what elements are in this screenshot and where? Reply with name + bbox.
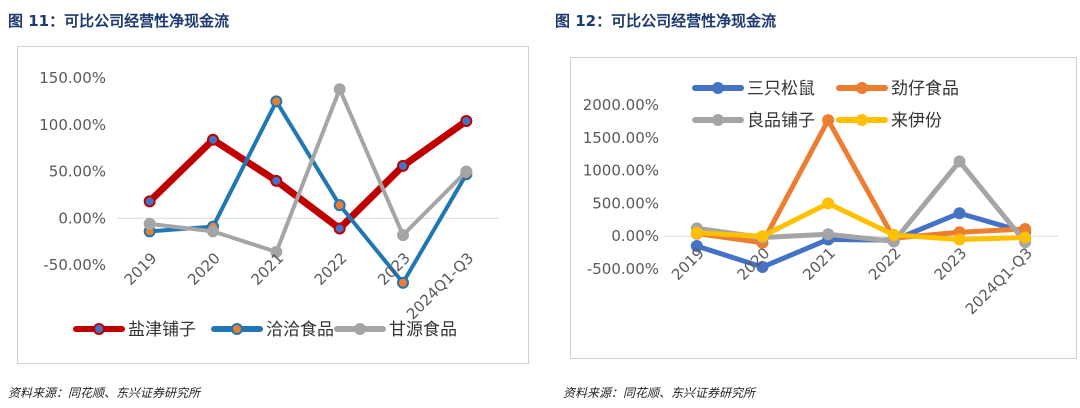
series-4-point-2020 [758,231,768,241]
legend-label: 洽洽食品 [266,320,334,340]
series-3-point-2022 [335,84,345,94]
legend-item-4: 来伊份 [839,111,942,131]
legend-marker [94,324,104,334]
x-tick-label-2019: 2019 [121,249,161,289]
series-3-point-2021 [823,229,833,239]
series-3-point-2023 [955,156,965,166]
x-tick-label-2023: 2023 [931,244,971,284]
y-tick-label: 50.00% [49,163,106,181]
source-note-left: 资料来源：同花顺、东兴证券研究所 [8,384,200,401]
series-4-point-2024Q1-Q3 [1020,233,1030,243]
series-2-point-2021 [271,96,281,106]
legend-item-2: 劲仔食品 [839,79,959,99]
series-1-point-2022 [335,224,345,234]
series-4-point-2021 [823,198,833,208]
x-tick-label-2024q1-q3: 2024Q1-Q3 [962,244,1036,318]
legend-item-3: 良品铺子 [695,111,815,131]
series-1-point-2021 [271,176,281,186]
y-tick-label: 1500.00% [583,129,659,147]
series-3-point-2020 [208,226,218,236]
chart-12-container: 2000.00% 1500.00% 1000.00% 500.00% 0.00% -500… [570,57,1077,359]
source-note-right: 资料来源：同花顺、东兴证券研究所 [563,384,755,401]
series-1-point-2023 [955,208,965,218]
x-tick-label-2022: 2022 [865,244,905,284]
legend-item-1: 三只松鼠 [695,79,815,99]
series-line-4 [697,203,1025,239]
chart-11-container: 150.00% 100.00% 50.00% 0.00% -50.00% 2019 2020… [17,46,529,364]
series-4-point-2023 [955,234,965,244]
legend-label: 三只松鼠 [747,79,815,99]
chart-12-svg: 2000.00% 1500.00% 1000.00% 500.00% 0.00% -500… [571,58,1076,358]
y-tick-label: 0.00% [58,209,106,227]
chart-11-svg: 150.00% 100.00% 50.00% 0.00% -50.00% 2019 2020… [18,47,528,363]
series-line-3 [150,89,467,252]
y-tick-label: 1000.00% [583,162,659,180]
legend-item-1: 盐津铺子 [76,320,196,340]
legend-marker [857,83,867,93]
x-tick-label-2022: 2022 [311,249,351,289]
legend-label: 甘源食品 [389,320,457,340]
series-4-point-2019 [692,228,702,238]
legend-item-3: 甘源食品 [337,320,457,340]
y-tick-label: 0.00% [611,227,659,245]
legend-marker [713,115,723,125]
legend-label: 劲仔食品 [891,79,959,99]
legend-marker [713,83,723,93]
series-line-2 [150,101,467,282]
series-1-point-2020 [208,135,218,145]
series-1-point-2023 [398,161,408,171]
series-4-point-2022 [889,230,899,240]
series-3-point-2023 [398,230,408,240]
series-2-point-2022 [335,200,345,210]
legend-marker [232,324,242,334]
figure-12-title: 图 12：可比公司经营性净现金流 [555,10,776,31]
figure-11-title: 图 11：可比公司经营性净现金流 [8,10,229,31]
series-1-point-2024Q1-Q3 [461,116,471,126]
y-tick-label: 500.00% [592,194,659,212]
y-tick-label: 100.00% [39,116,106,134]
x-tick-label-2020: 2020 [184,249,224,289]
y-tick-label: -500.00% [587,260,659,278]
y-tick-label: -50.00% [43,256,106,274]
legend-marker [355,324,365,334]
y-tick-label: 2000.00% [583,96,659,114]
series-2-point-2021 [823,115,833,125]
legend-label: 来伊份 [891,111,942,131]
legend-marker [857,115,867,125]
legend-label: 盐津铺子 [128,320,196,340]
series-2-point-2023 [398,278,408,288]
series-3-point-2024Q1-Q3 [461,167,471,177]
legend-item-2: 洽洽食品 [214,320,334,340]
y-tick-label: 150.00% [39,69,106,87]
series-1-point-2019 [145,196,155,206]
legend-label: 良品铺子 [747,111,815,131]
series-3-point-2019 [145,219,155,229]
